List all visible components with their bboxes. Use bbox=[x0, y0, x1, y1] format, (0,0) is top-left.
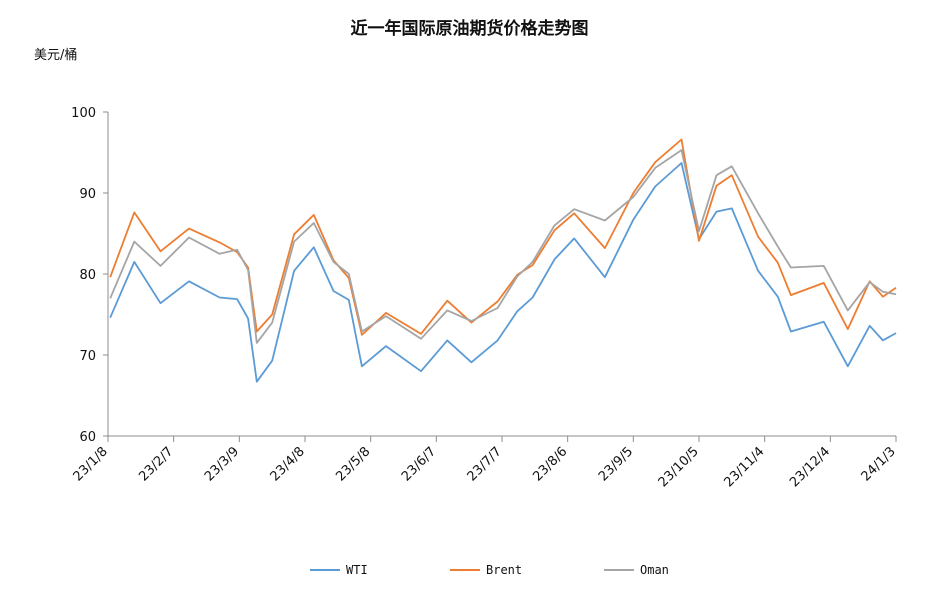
x-tick-label: 23/11/4 bbox=[721, 444, 767, 490]
y-tick-label: 70 bbox=[79, 349, 96, 364]
legend-swatch-brent bbox=[450, 569, 480, 571]
x-tick-label: 23/12/4 bbox=[787, 444, 833, 490]
legend: WTI Brent Oman bbox=[310, 563, 730, 581]
chart-title: 近一年国际原油期货价格走势图 bbox=[350, 19, 589, 39]
y-axis-unit-label: 美元/桶 bbox=[34, 48, 78, 63]
x-tick-label: 23/5/8 bbox=[333, 444, 373, 484]
y-tick-label: 60 bbox=[79, 430, 96, 445]
legend-item-wti: WTI bbox=[310, 563, 368, 577]
x-tick-label: 23/9/5 bbox=[596, 444, 636, 484]
legend-label-wti: WTI bbox=[346, 563, 368, 577]
x-tick-label: 23/6/7 bbox=[399, 444, 439, 484]
x-tick-label: 24/1/3 bbox=[859, 444, 899, 484]
legend-label-brent: Brent bbox=[486, 563, 523, 577]
y-tick-label: 90 bbox=[79, 187, 96, 202]
x-tick-label: 23/7/7 bbox=[465, 444, 505, 484]
legend-swatch-wti bbox=[310, 569, 340, 571]
legend-label-oman: Oman bbox=[640, 563, 669, 577]
y-tick-label: 80 bbox=[79, 268, 96, 283]
series-line-oman bbox=[109, 149, 897, 344]
y-tick-label: 100 bbox=[71, 106, 96, 121]
x-tick-label: 23/10/5 bbox=[656, 444, 702, 490]
axes: 60 70 80 90 100 23/1/8 23/2/7 23/3/9 23/4/8 23/5/… bbox=[71, 106, 899, 490]
x-tick-label: 23/4/8 bbox=[268, 444, 308, 484]
series-lines bbox=[109, 138, 897, 383]
legend-item-oman: Oman bbox=[604, 563, 669, 577]
legend-swatch-oman bbox=[604, 569, 634, 571]
x-tick-label: 23/2/7 bbox=[136, 444, 176, 484]
series-line-wti bbox=[109, 162, 897, 383]
legend-item-brent: Brent bbox=[450, 563, 522, 577]
series-line-brent bbox=[109, 138, 897, 336]
x-tick-label: 23/1/8 bbox=[71, 444, 111, 484]
x-tick-label: 23/3/9 bbox=[202, 444, 242, 484]
x-tick-label: 23/8/6 bbox=[530, 444, 570, 484]
